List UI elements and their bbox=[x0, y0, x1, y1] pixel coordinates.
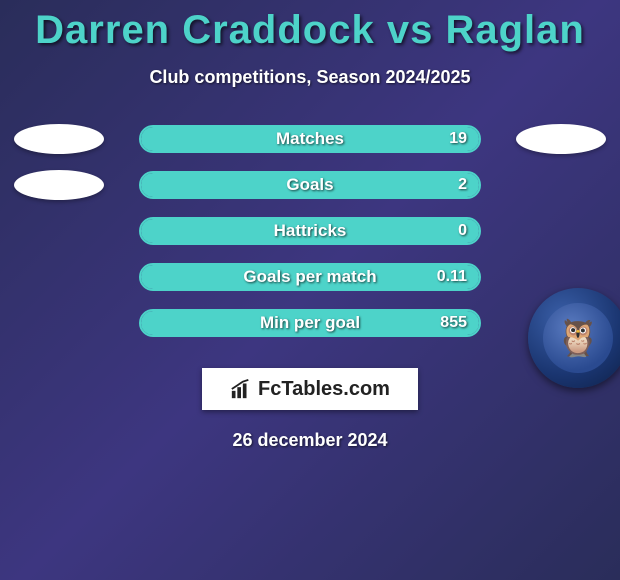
stat-label: Matches bbox=[276, 129, 344, 149]
owl-icon: 🦉 bbox=[556, 317, 601, 359]
comparison-title: Darren Craddock vs Raglan bbox=[0, 0, 620, 53]
stat-value-right: 0.11 bbox=[437, 268, 467, 286]
stat-row: Min per goal 855 bbox=[12, 300, 608, 346]
stats-container: Matches 19 Goals 2 Hattricks 0 Goals per… bbox=[0, 116, 620, 346]
comparison-subtitle: Club competitions, Season 2024/2025 bbox=[0, 67, 620, 88]
stat-label: Goals bbox=[286, 175, 333, 195]
player-left-avatar bbox=[14, 124, 104, 154]
fctables-logo[interactable]: FcTables.com bbox=[202, 368, 418, 410]
stat-label: Hattricks bbox=[274, 221, 347, 241]
stat-label: Goals per match bbox=[243, 267, 376, 287]
stat-bar: Hattricks 0 bbox=[139, 217, 481, 245]
stat-bar: Goals 2 bbox=[139, 171, 481, 199]
club-badge-inner: 🦉 bbox=[543, 303, 613, 373]
club-badge-right: 🦉 bbox=[528, 288, 620, 388]
stat-value-right: 0 bbox=[458, 222, 467, 240]
stat-value-right: 2 bbox=[458, 176, 467, 194]
stat-row: Matches 19 bbox=[12, 116, 608, 162]
bar-chart-icon bbox=[230, 378, 252, 400]
player-right-avatar bbox=[516, 124, 606, 154]
stat-bar: Min per goal 855 bbox=[139, 309, 481, 337]
stat-bar: Goals per match 0.11 bbox=[139, 263, 481, 291]
stat-label: Min per goal bbox=[260, 313, 360, 333]
player-left-avatar bbox=[14, 170, 104, 200]
snapshot-date: 26 december 2024 bbox=[0, 430, 620, 451]
logo-text: FcTables.com bbox=[258, 378, 390, 401]
stat-bar: Matches 19 bbox=[139, 125, 481, 153]
stat-row: Hattricks 0 bbox=[12, 208, 608, 254]
stat-row: Goals 2 bbox=[12, 162, 608, 208]
stat-value-right: 19 bbox=[449, 130, 467, 148]
stat-row: Goals per match 0.11 bbox=[12, 254, 608, 300]
stat-value-right: 855 bbox=[440, 314, 467, 332]
